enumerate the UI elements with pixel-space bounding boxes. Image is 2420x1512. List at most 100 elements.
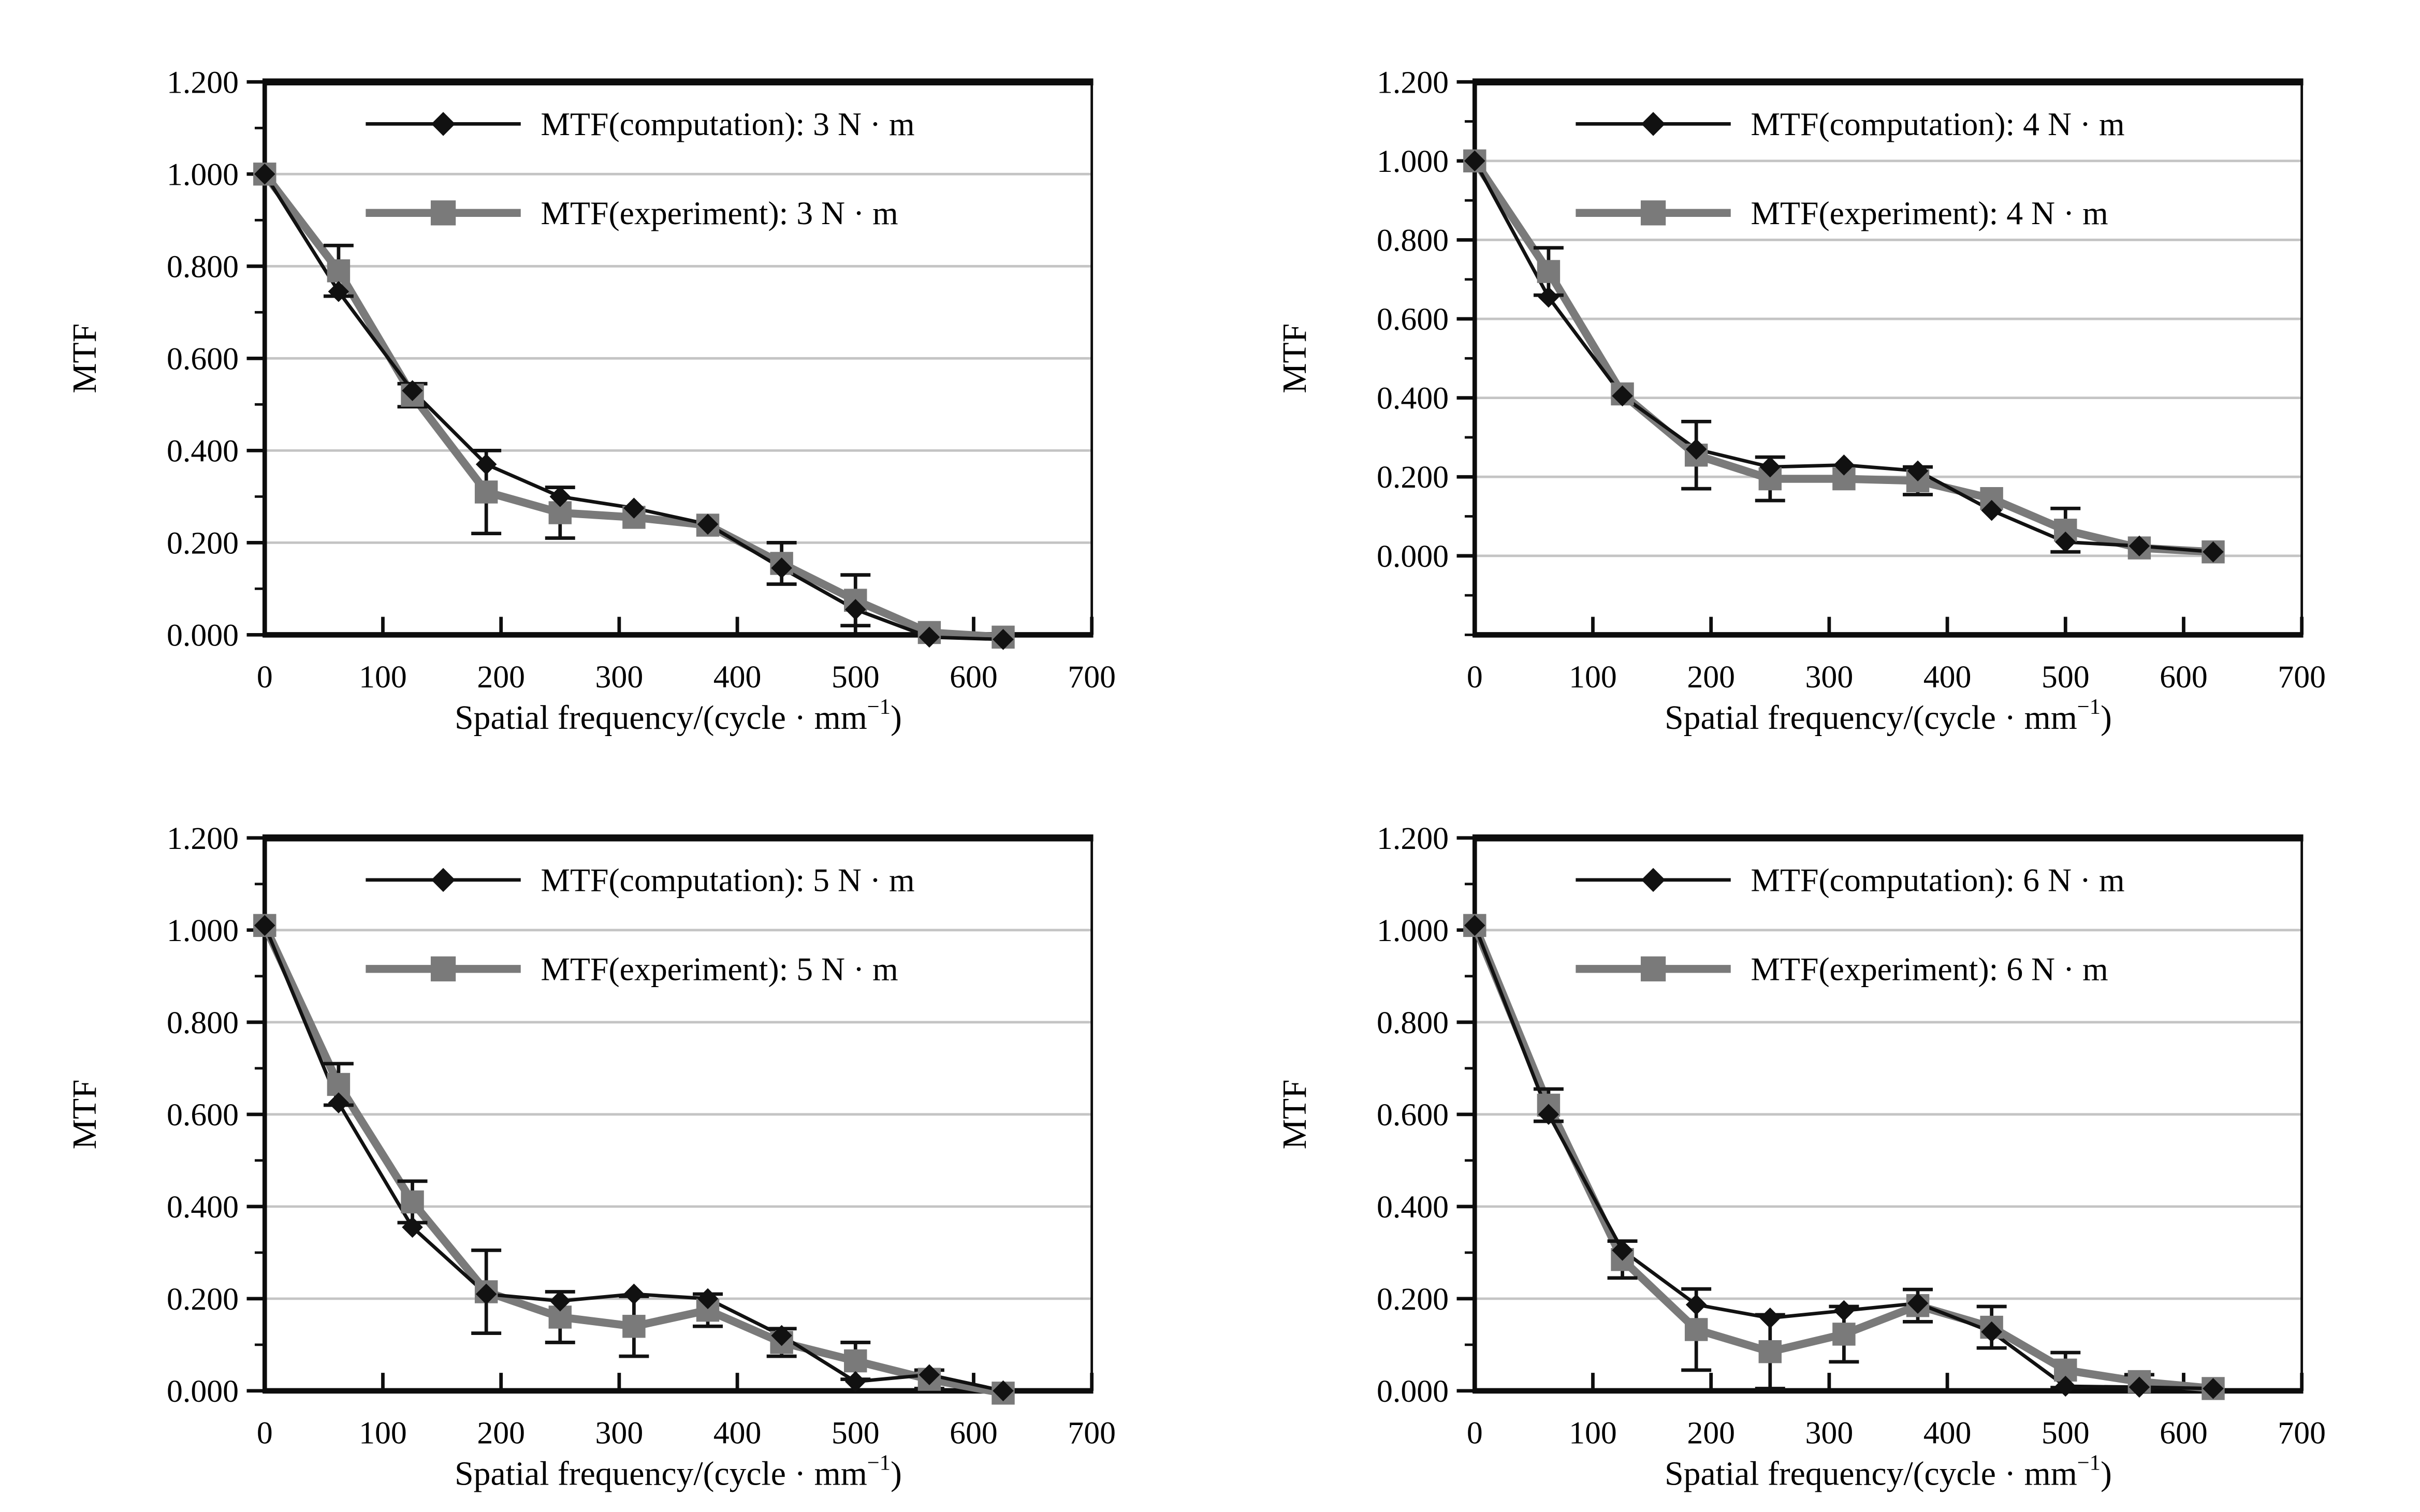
- y-axis-title: MTF: [1276, 324, 1314, 393]
- x-tick-label: 400: [713, 659, 762, 695]
- computation-diamond-marker: [2129, 535, 2150, 557]
- y-tick-label: 0.200: [1377, 460, 1449, 495]
- computation-diamond-marker: [771, 1325, 792, 1346]
- computation-diamond-marker: [623, 497, 645, 519]
- computation-diamond-marker: [1759, 456, 1781, 478]
- legend-entry-computation: MTF(computation): 6 N · m: [1576, 862, 2125, 899]
- x-tick-label: 200: [1687, 1415, 1735, 1450]
- legend-entry-experiment: MTF(experiment): 6 N · m: [1576, 950, 2108, 987]
- y-tick-label: 0.200: [167, 525, 239, 561]
- y-tick-label: 0.600: [1377, 302, 1449, 337]
- legend-entry-computation: MTF(computation): 5 N · m: [366, 862, 915, 899]
- x-tick-label: 500: [2042, 1415, 2090, 1450]
- chart-svg: 0.000 0.200 0.400 0.600 0.800 1.000 1.200 0 100 2…: [66, 65, 1116, 737]
- computation-diamond-marker: [1464, 150, 1485, 172]
- x-tick-label: 500: [832, 1415, 880, 1450]
- y-tick-label: 1.200: [1377, 65, 1449, 100]
- y-tick-label: 0.800: [167, 249, 239, 284]
- y-tick-label: 0.400: [1377, 1190, 1449, 1225]
- x-tick-label: 0: [257, 1415, 273, 1450]
- y-tick-label: 0.600: [167, 341, 239, 376]
- x-tick-label: 200: [1687, 659, 1735, 695]
- experiment-square-marker: [1537, 260, 1561, 283]
- experiment-square-marker: [622, 1315, 646, 1338]
- mtf-chart-3nm: 0.000 0.200 0.400 0.600 0.800 1.000 1.200 0 100 2…: [21, 8, 1189, 747]
- y-tick-label: 1.000: [1377, 913, 1449, 948]
- legend-label: MTF(experiment): 4 N · m: [1751, 195, 2108, 231]
- computation-diamond-marker: [2054, 531, 2076, 553]
- y-tick-label: 1.000: [1377, 144, 1449, 179]
- y-tick-label: 0.800: [167, 1005, 239, 1040]
- y-tick-label: 0.400: [167, 1190, 239, 1225]
- y-tick-label: 0.000: [1377, 539, 1449, 574]
- x-tick-label: 600: [2160, 1415, 2208, 1450]
- legend-square-marker: [1640, 956, 1666, 981]
- legend-entry-computation: MTF(computation): 3 N · m: [366, 106, 915, 142]
- mtf-chart-6nm: 0.000 0.200 0.400 0.600 0.800 1.000 1.200 0 100 2…: [1231, 764, 2399, 1504]
- y-tick-label: 1.200: [1377, 821, 1449, 856]
- x-tick-label: 500: [832, 659, 880, 695]
- computation-diamond-marker: [1538, 1104, 1559, 1125]
- y-tick-label: 0.200: [167, 1282, 239, 1317]
- x-tick-label: 300: [1805, 659, 1854, 695]
- x-tick-label: 100: [359, 659, 407, 695]
- computation-diamond-marker: [1538, 286, 1559, 308]
- x-tick-label: 100: [359, 1415, 407, 1450]
- computation-diamond-marker: [1981, 1321, 2002, 1343]
- computation-diamond-marker: [2129, 1376, 2150, 1398]
- computation-diamond-marker: [254, 164, 275, 185]
- x-tick-label: 700: [1068, 1415, 1116, 1450]
- y-tick-label: 0.000: [1377, 1374, 1449, 1409]
- series-line-computation: [263, 173, 1003, 641]
- legend-square-marker: [1640, 200, 1666, 226]
- mtf-chart-4nm: 0.000 0.200 0.400 0.600 0.800 1.000 1.200 0 100 2…: [1231, 8, 2399, 747]
- x-tick-label: 600: [950, 659, 998, 695]
- computation-diamond-marker: [1612, 1240, 1633, 1261]
- y-axis-title: MTF: [1276, 1079, 1314, 1149]
- computation-diamond-marker: [697, 513, 719, 535]
- legend-label: MTF(experiment): 5 N · m: [541, 950, 898, 987]
- experiment-square-marker: [1758, 1340, 1782, 1363]
- computation-diamond-marker: [1833, 1300, 1855, 1322]
- computation-diamond-marker: [1685, 1294, 1707, 1315]
- y-tick-label: 0.000: [167, 618, 239, 653]
- x-tick-label: 400: [713, 1415, 762, 1450]
- y-axis-title: MTF: [66, 324, 104, 393]
- y-tick-label: 0.800: [1377, 223, 1449, 258]
- legend-entry-experiment: MTF(experiment): 3 N · m: [366, 195, 898, 231]
- y-tick-label: 0.600: [1377, 1097, 1449, 1133]
- experiment-square-marker: [327, 259, 351, 283]
- x-tick-label: 400: [1923, 659, 1972, 695]
- computation-diamond-marker: [1981, 500, 2002, 521]
- y-tick-label: 0.800: [1377, 1005, 1449, 1040]
- y-tick-label: 0.600: [167, 1097, 239, 1133]
- y-tick-label: 0.400: [167, 433, 239, 468]
- computation-diamond-marker: [328, 1092, 349, 1113]
- y-tick-label: 0.400: [1377, 381, 1449, 416]
- experiment-square-marker: [401, 1190, 424, 1214]
- x-tick-label: 300: [1805, 1415, 1854, 1450]
- legend-label: MTF(computation): 4 N · m: [1751, 106, 2124, 142]
- computation-diamond-marker: [2054, 1375, 2076, 1397]
- legend-entry-computation: MTF(computation): 4 N · m: [1576, 106, 2125, 142]
- y-tick-label: 1.200: [167, 821, 239, 856]
- legend-label: MTF(experiment): 6 N · m: [1751, 950, 2108, 987]
- x-tick-label: 0: [1467, 1415, 1483, 1450]
- x-tick-label: 500: [2042, 659, 2090, 695]
- y-tick-label: 1.000: [167, 157, 239, 192]
- computation-diamond-marker: [475, 1283, 497, 1305]
- y-tick-label: 0.200: [1377, 1282, 1449, 1317]
- legend-diamond-marker: [431, 112, 456, 136]
- chart-svg: 0.000 0.200 0.400 0.600 0.800 1.000 1.200 0 100 2…: [66, 821, 1116, 1493]
- computation-diamond-marker: [1907, 460, 1929, 482]
- computation-diamond-marker: [1464, 915, 1485, 936]
- computation-diamond-marker: [1759, 1307, 1781, 1329]
- x-axis-title: Spatial frequency/(cycle · mm−1): [455, 695, 902, 737]
- computation-diamond-marker: [919, 1364, 940, 1386]
- legend-label: MTF(computation): 3 N · m: [541, 106, 914, 142]
- x-tick-label: 0: [1467, 659, 1483, 695]
- y-tick-label: 0.000: [167, 1374, 239, 1409]
- x-axis-title: Spatial frequency/(cycle · mm−1): [455, 1450, 902, 1492]
- x-tick-label: 0: [257, 659, 273, 695]
